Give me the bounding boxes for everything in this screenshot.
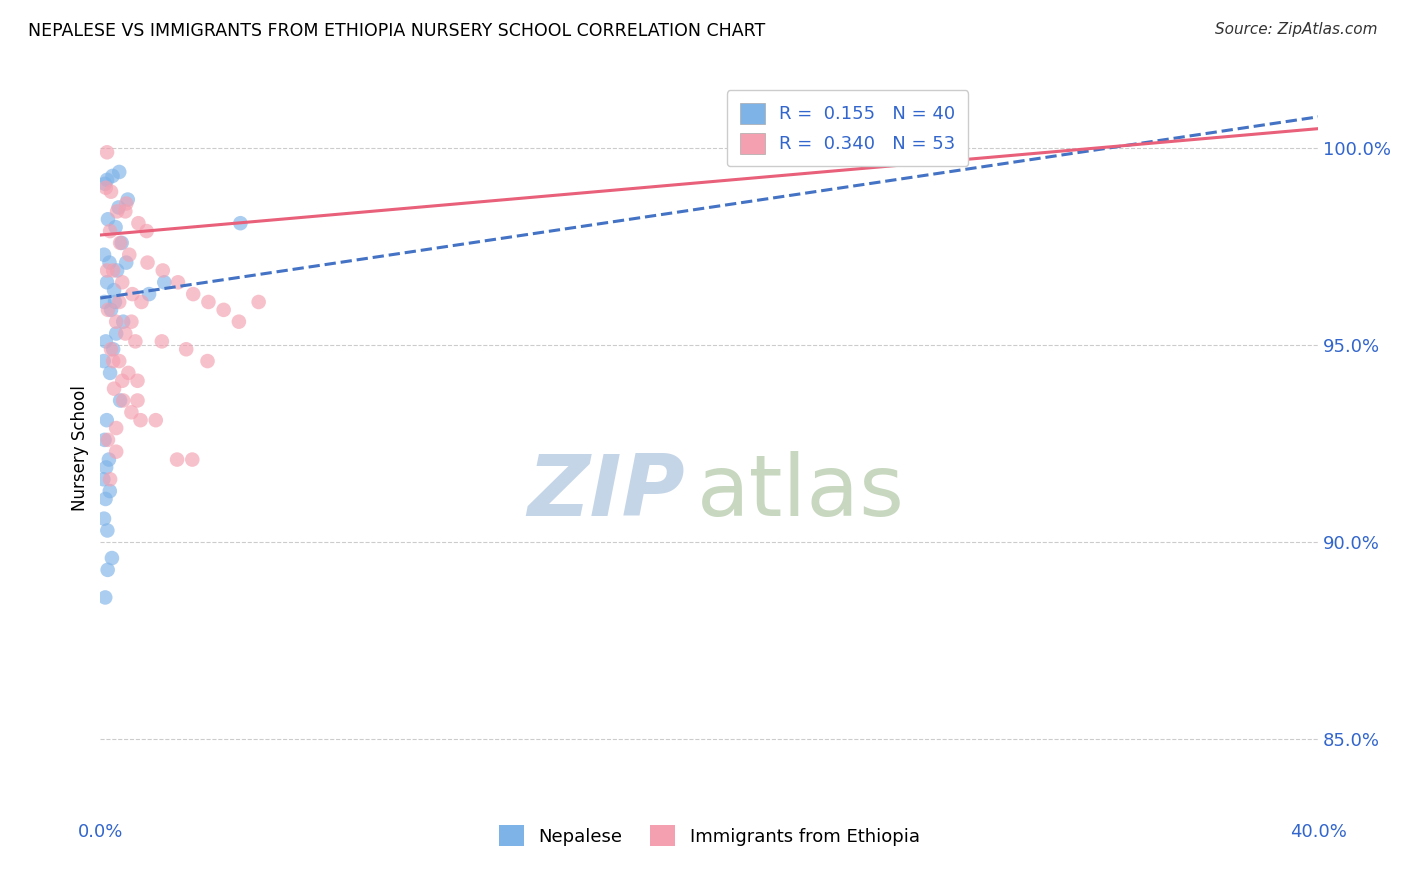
Point [97, 452, 120, 467]
Point [153, 275, 176, 289]
Point [108, 393, 131, 408]
Point [120, 405, 142, 419]
Point [101, 169, 124, 183]
Point [98, 366, 121, 380]
Point [101, 343, 124, 357]
Point [94, 591, 117, 605]
Point [97, 433, 120, 447]
Point [101, 263, 124, 277]
Point [103, 382, 125, 396]
Point [114, 204, 136, 219]
Point [96, 173, 118, 187]
Point [112, 393, 135, 408]
Point [93, 472, 115, 486]
Point [111, 275, 134, 289]
Point [94, 180, 117, 194]
Point [96, 524, 118, 538]
Point [114, 326, 136, 341]
Point [96, 145, 118, 160]
Point [98, 224, 121, 238]
Point [103, 283, 125, 297]
Point [115, 196, 138, 211]
Point [111, 235, 134, 250]
Point [105, 263, 128, 277]
Point [93, 295, 115, 310]
Point [108, 165, 131, 179]
Y-axis label: Nursery School: Nursery School [72, 384, 89, 511]
Point [167, 275, 190, 289]
Point [94, 334, 117, 349]
Text: NEPALESE VS IMMIGRANTS FROM ETHIOPIA NURSERY SCHOOL CORRELATION CHART: NEPALESE VS IMMIGRANTS FROM ETHIOPIA NUR… [28, 22, 765, 40]
Point [127, 216, 149, 230]
Point [105, 444, 128, 458]
Point [96, 413, 118, 427]
Text: ZIP: ZIP [527, 450, 685, 533]
Point [108, 295, 131, 310]
Point [229, 216, 252, 230]
Point [145, 413, 167, 427]
Point [100, 185, 122, 199]
Point [105, 204, 128, 219]
Text: Source: ZipAtlas.com: Source: ZipAtlas.com [1215, 22, 1378, 37]
Point [98, 484, 121, 499]
Point [181, 287, 204, 301]
Point [93, 511, 115, 525]
Point [917, 133, 939, 147]
Point [247, 295, 270, 310]
Point [94, 460, 117, 475]
Point [131, 295, 153, 310]
Point [94, 177, 117, 191]
Point [150, 334, 173, 349]
Point [104, 295, 127, 310]
Point [112, 315, 135, 329]
Point [93, 248, 115, 262]
Point [98, 255, 121, 269]
Point [118, 248, 141, 262]
Point [108, 235, 131, 250]
Point [93, 433, 115, 447]
Point [127, 393, 149, 408]
Point [105, 421, 128, 435]
Point [136, 255, 159, 269]
Point [135, 224, 157, 238]
Point [96, 263, 118, 277]
Point [107, 201, 129, 215]
Point [104, 220, 127, 235]
Point [212, 302, 235, 317]
Point [98, 472, 121, 486]
Point [775, 126, 797, 140]
Point [120, 315, 142, 329]
Point [181, 452, 204, 467]
Point [117, 366, 139, 380]
Point [101, 354, 124, 368]
Point [105, 326, 128, 341]
Point [94, 491, 117, 506]
Point [127, 374, 149, 388]
Point [121, 287, 143, 301]
Point [124, 334, 146, 349]
Point [138, 287, 160, 301]
Text: atlas: atlas [697, 450, 905, 533]
Point [97, 212, 120, 227]
Point [111, 374, 134, 388]
Point [197, 295, 219, 310]
Point [166, 452, 188, 467]
Point [108, 354, 131, 368]
Legend: Nepalese, Immigrants from Ethiopia: Nepalese, Immigrants from Ethiopia [492, 818, 927, 854]
Point [152, 263, 174, 277]
Point [228, 315, 250, 329]
Point [100, 343, 122, 357]
Point [117, 193, 139, 207]
Point [97, 302, 120, 317]
Point [115, 255, 138, 269]
Point [197, 354, 219, 368]
Point [97, 563, 120, 577]
Point [100, 302, 122, 317]
Point [96, 275, 118, 289]
Point [174, 343, 197, 357]
Point [93, 354, 115, 368]
Point [101, 551, 124, 566]
Point [105, 315, 128, 329]
Point [129, 413, 152, 427]
